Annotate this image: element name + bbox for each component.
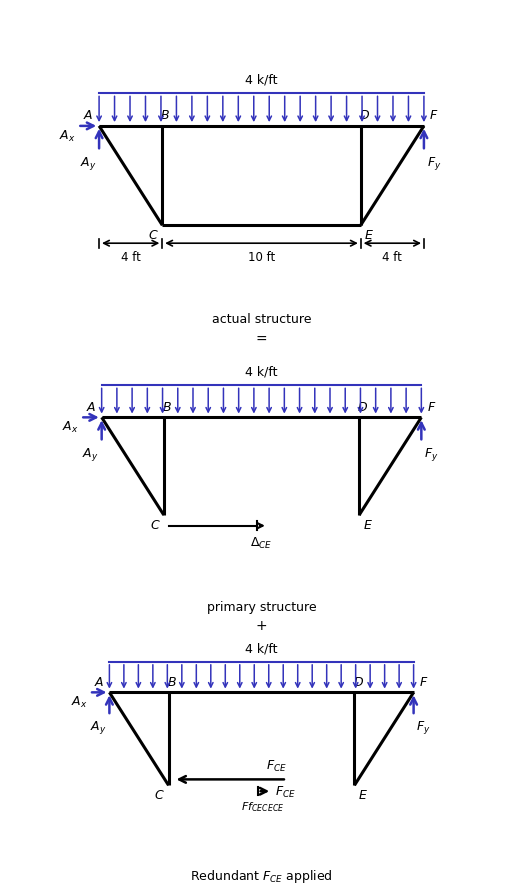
Text: $B$: $B$ [162,400,172,414]
Text: $F_{CE}$: $F_{CE}$ [275,784,295,799]
Text: $F_y$: $F_y$ [416,719,430,736]
Text: $F$: $F$ [429,109,439,123]
Text: $A$: $A$ [86,400,96,414]
Text: $D$: $D$ [357,400,368,414]
Text: $B$: $B$ [167,676,177,689]
Text: $Ff_{CECECE}$: $Ff_{CECECE}$ [241,800,285,814]
Text: $F_{CE}$: $F_{CE}$ [266,759,287,774]
Text: 4 ft: 4 ft [382,251,402,265]
Text: $D$: $D$ [359,109,370,123]
Text: $D$: $D$ [353,676,364,689]
Text: $A$: $A$ [83,109,94,123]
Text: 4 ft: 4 ft [121,251,141,265]
Text: $E$: $E$ [358,789,368,802]
Text: $F_y$: $F_y$ [424,446,438,463]
Text: $A_x$: $A_x$ [71,695,87,710]
Text: $A_x$: $A_x$ [62,420,78,435]
Text: =: = [256,333,267,347]
Text: actual structure: actual structure [212,313,311,326]
Text: $E$: $E$ [363,519,372,532]
Text: $B$: $B$ [161,109,170,123]
Text: 4 k/ft: 4 k/ft [245,73,278,86]
Text: $E$: $E$ [365,229,374,242]
Text: $C$: $C$ [154,789,165,802]
Text: 4 k/ft: 4 k/ft [245,642,278,655]
Text: $C$: $C$ [148,229,158,242]
Text: 10 ft: 10 ft [248,251,275,265]
Text: $A_y$: $A_y$ [90,719,107,736]
Text: 4 k/ft: 4 k/ft [245,365,278,378]
Text: $A$: $A$ [94,676,104,689]
Text: $A_y$: $A_y$ [83,446,99,463]
Text: $F$: $F$ [419,676,428,689]
Text: $A_x$: $A_x$ [59,129,76,144]
Text: $A_y$: $A_y$ [80,155,96,171]
Text: +: + [256,619,267,633]
Text: $F$: $F$ [427,400,436,414]
Text: $F_y$: $F_y$ [427,155,441,171]
Text: $C$: $C$ [150,519,160,532]
Text: primary structure: primary structure [207,601,316,614]
Text: $\Delta_{CE}$: $\Delta_{CE}$ [251,535,272,551]
Text: Redundant $F_{CE}$ applied: Redundant $F_{CE}$ applied [190,868,333,885]
